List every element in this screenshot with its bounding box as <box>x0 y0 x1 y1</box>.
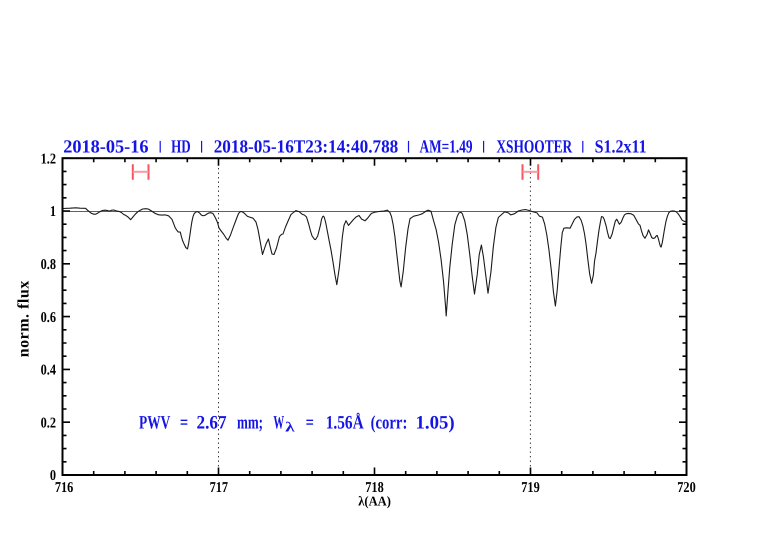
svg-text:0: 0 <box>50 468 56 484</box>
svg-text:mm;: mm; <box>237 413 263 434</box>
svg-text:(corr:: (corr: <box>371 413 408 434</box>
svg-text:XSHOOTER: XSHOOTER <box>496 137 572 157</box>
svg-text:720: 720 <box>677 480 695 496</box>
svg-text:PWV: PWV <box>139 413 170 434</box>
svg-text:0.8: 0.8 <box>41 257 56 273</box>
svg-text:1.2: 1.2 <box>41 151 56 167</box>
svg-text:=: = <box>306 413 314 434</box>
svg-text:W: W <box>273 413 284 434</box>
svg-text:718: 718 <box>365 480 383 496</box>
svg-text:719: 719 <box>521 480 539 496</box>
svg-text:2.67: 2.67 <box>197 413 228 434</box>
svg-text:1.05): 1.05) <box>416 413 455 434</box>
svg-text:717: 717 <box>210 480 229 496</box>
svg-text:0.2: 0.2 <box>41 415 56 431</box>
svg-text:0.6: 0.6 <box>41 310 57 326</box>
svg-text:λ(AA): λ(AA) <box>358 494 391 509</box>
svg-text:HD: HD <box>171 137 191 157</box>
svg-text:S1.2x11: S1.2x11 <box>595 137 647 157</box>
svg-text:1.56Å: 1.56Å <box>326 413 364 434</box>
svg-text:AM=1.49: AM=1.49 <box>420 137 473 157</box>
svg-text:=: = <box>180 413 188 434</box>
svg-text:2018-05-16T23:14:40.788: 2018-05-16T23:14:40.788 <box>214 137 399 157</box>
svg-text:2018-05-16: 2018-05-16 <box>63 137 148 157</box>
svg-text:norm. flux: norm. flux <box>15 281 32 358</box>
svg-text:0.4: 0.4 <box>41 363 57 379</box>
svg-text:1: 1 <box>50 204 56 220</box>
svg-text:716: 716 <box>55 480 74 496</box>
svg-text:λ: λ <box>285 421 294 436</box>
